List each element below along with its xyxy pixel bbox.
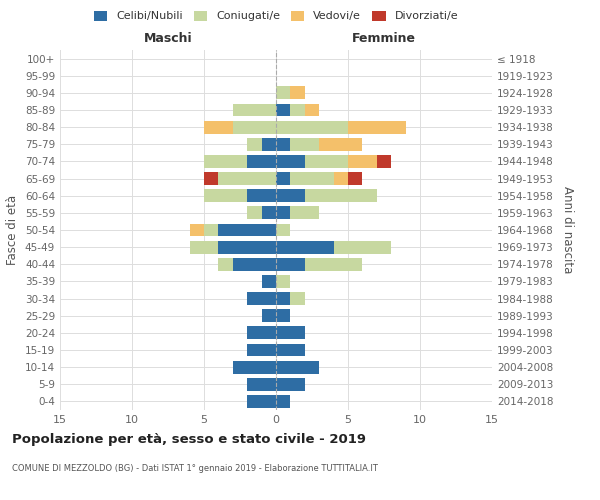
- Bar: [276, 86, 290, 100]
- Bar: [204, 155, 247, 168]
- Bar: [204, 120, 233, 134]
- Y-axis label: Anni di nascita: Anni di nascita: [560, 186, 574, 274]
- Y-axis label: Fasce di età: Fasce di età: [7, 195, 19, 265]
- Bar: [276, 190, 305, 202]
- Bar: [305, 104, 319, 117]
- Bar: [262, 138, 276, 150]
- Bar: [276, 206, 290, 220]
- Bar: [204, 224, 218, 236]
- Bar: [276, 240, 334, 254]
- Text: Maschi: Maschi: [143, 32, 193, 45]
- Bar: [348, 120, 406, 134]
- Text: Popolazione per età, sesso e stato civile - 2019: Popolazione per età, sesso e stato civil…: [12, 432, 366, 446]
- Bar: [247, 292, 276, 305]
- Bar: [247, 326, 276, 340]
- Bar: [247, 395, 276, 408]
- Bar: [290, 172, 334, 185]
- Bar: [218, 224, 276, 236]
- Legend: Celibi/Nubili, Coniugati/e, Vedovi/e, Divorziati/e: Celibi/Nubili, Coniugati/e, Vedovi/e, Di…: [94, 10, 458, 22]
- Bar: [290, 292, 305, 305]
- Bar: [247, 155, 276, 168]
- Bar: [290, 138, 319, 150]
- Bar: [233, 120, 276, 134]
- Bar: [276, 344, 305, 356]
- Bar: [305, 190, 377, 202]
- Bar: [348, 155, 377, 168]
- Bar: [334, 240, 391, 254]
- Bar: [233, 104, 276, 117]
- Bar: [262, 275, 276, 288]
- Bar: [218, 240, 276, 254]
- Bar: [377, 155, 391, 168]
- Bar: [190, 224, 204, 236]
- Bar: [218, 258, 233, 270]
- Bar: [276, 155, 305, 168]
- Bar: [276, 172, 290, 185]
- Bar: [276, 310, 290, 322]
- Bar: [305, 155, 348, 168]
- Bar: [276, 326, 305, 340]
- Bar: [290, 86, 305, 100]
- Bar: [262, 310, 276, 322]
- Bar: [276, 360, 319, 374]
- Text: Femmine: Femmine: [352, 32, 416, 45]
- Text: COMUNE DI MEZZOLDO (BG) - Dati ISTAT 1° gennaio 2019 - Elaborazione TUTTITALIA.I: COMUNE DI MEZZOLDO (BG) - Dati ISTAT 1° …: [12, 464, 378, 473]
- Bar: [247, 378, 276, 390]
- Bar: [276, 258, 305, 270]
- Bar: [247, 190, 276, 202]
- Bar: [276, 104, 290, 117]
- Bar: [262, 206, 276, 220]
- Bar: [247, 206, 262, 220]
- Bar: [276, 395, 290, 408]
- Bar: [204, 190, 247, 202]
- Bar: [276, 120, 348, 134]
- Bar: [204, 172, 218, 185]
- Bar: [276, 138, 290, 150]
- Bar: [290, 206, 319, 220]
- Bar: [348, 172, 362, 185]
- Bar: [276, 292, 290, 305]
- Bar: [247, 344, 276, 356]
- Bar: [190, 240, 218, 254]
- Bar: [305, 258, 362, 270]
- Bar: [233, 258, 276, 270]
- Bar: [276, 224, 290, 236]
- Bar: [247, 138, 262, 150]
- Bar: [290, 104, 305, 117]
- Bar: [334, 172, 348, 185]
- Bar: [276, 275, 290, 288]
- Bar: [233, 360, 276, 374]
- Bar: [276, 378, 305, 390]
- Bar: [319, 138, 362, 150]
- Bar: [218, 172, 276, 185]
